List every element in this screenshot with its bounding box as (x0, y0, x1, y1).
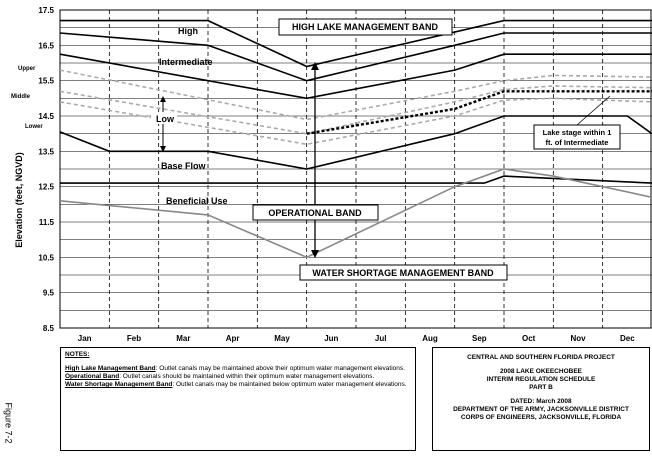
title-block: CENTRAL AND SOUTHERN FLORIDA PROJECT 200… (432, 347, 650, 451)
title-line-5: DATED: March 2008 (510, 398, 572, 405)
x-tick-label: Feb (127, 334, 141, 343)
y-tick-label: 12.5 (38, 183, 54, 192)
series-line (59, 32, 652, 82)
beneficial-use-label: Beneficial Use (166, 196, 228, 206)
y-tick-label: 9.5 (43, 289, 55, 298)
water-shortage-arrow-up-head (311, 62, 319, 70)
x-tick-label: Jan (78, 334, 92, 343)
x-tick-label: Aug (422, 334, 438, 343)
operational-band-box (252, 204, 379, 221)
note-operational-text: : Outlet canals should be maintained wit… (119, 373, 375, 380)
x-tick-label: Oct (522, 334, 536, 343)
series-line (59, 115, 652, 170)
figure-label: Figure 7-2 (3, 402, 14, 444)
y-tick-label: 8.5 (43, 324, 55, 333)
water-shortage-band-box (299, 264, 508, 281)
chart-series (59, 19, 652, 259)
high-band-label: HIGH LAKE MANAGEMENT BAND (292, 22, 438, 32)
y-tick-label: 11.5 (39, 218, 55, 227)
lake-stage-box (533, 124, 621, 150)
high-band-box (278, 18, 453, 36)
notes-heading: NOTES: (65, 351, 90, 358)
upper-label: Upper (18, 66, 36, 72)
series-line (59, 53, 652, 100)
note-high-key: High Lake Management Band (65, 365, 156, 372)
title-line-3: INTERIM REGULATION SCHEDULE (486, 376, 596, 383)
y-tick-label: 14.5 (38, 112, 54, 121)
x-tick-label: Dec (620, 334, 635, 343)
x-tick-label: Jun (324, 334, 338, 343)
series-line (306, 90, 652, 135)
x-tick-label: Sep (472, 334, 487, 343)
note-operational: Operational Band: Outlet canals should b… (65, 373, 411, 381)
y-tick-label: 15.5 (38, 77, 54, 86)
note-water-shortage: Water Shortage Management Band: Outlet c… (65, 381, 411, 389)
operational-band-label: OPERATIONAL BAND (268, 208, 362, 218)
lake-stage-label-line1: Lake stage within 1 (543, 128, 612, 137)
high-label: High (178, 26, 198, 36)
notes-box: NOTES: High Lake Management Band: Outlet… (60, 347, 416, 451)
low-arrow-down-head (160, 146, 166, 152)
y-tick-label: 17.5 (38, 6, 54, 15)
series-line (59, 69, 652, 121)
x-tick-label: Nov (570, 334, 586, 343)
low-label-bg (151, 112, 177, 124)
title-line-2: 2008 LAKE OKEECHOBEE (500, 368, 582, 375)
series-line (59, 97, 652, 146)
regulation-schedule-chart: High Intermediate Low Base Flow Benefici… (11, 6, 652, 343)
low-arrow-up-head (160, 96, 166, 102)
water-shortage-arrow-down-head (311, 250, 319, 258)
x-tick-labels: Jan Feb Mar Apr May Jun Jul Aug Sep Oct Nov Dec (78, 334, 635, 343)
series-line (59, 85, 652, 135)
figure-label-wrap: Figure 7-2 (2, 400, 22, 450)
intermediate-label: Intermediate (159, 57, 213, 67)
low-label: Low (156, 114, 175, 124)
lake-stage-pointer (576, 95, 611, 126)
y-tick-labels: 17.5 16.5 15.5 14.5 13.5 12.5 11.5 10.5 9.5 8.5 (38, 6, 54, 333)
series-line (59, 168, 652, 259)
base-flow-label: Base Flow (161, 161, 207, 171)
note-water-shortage-key: Water Shortage Management Band (65, 381, 173, 388)
y-tick-label: 10.5 (38, 253, 54, 262)
y-tick-label: 13.5 (38, 147, 54, 156)
y-axis-label: Elevation (feet, NGVD) (14, 152, 24, 248)
series-line (60, 175, 652, 184)
lake-stage-label-line2: ft. of Intermediate (546, 138, 609, 147)
title-line-4: PART B (529, 384, 553, 391)
title-line-6: DEPARTMENT OF THE ARMY, JACKSONVILLE DIS… (453, 406, 629, 413)
x-tick-label: Apr (226, 334, 240, 343)
note-high-text: : Outlet canals may be maintained above … (155, 365, 405, 372)
series-line (60, 19, 652, 68)
y-tick-label: 16.5 (38, 41, 54, 50)
note-water-shortage-text: : Outlet canals may be maintained below … (172, 381, 407, 388)
middle-label: Middle (11, 94, 31, 100)
x-tick-label: May (274, 334, 290, 343)
note-high: High Lake Management Band: Outlet canals… (65, 365, 411, 373)
title-line-1: CENTRAL AND SOUTHERN FLORIDA PROJECT (467, 354, 615, 361)
x-tick-label: Jul (375, 334, 387, 343)
water-shortage-band-label: WATER SHORTAGE MANAGEMENT BAND (312, 268, 494, 278)
note-operational-key: Operational Band (65, 373, 120, 380)
title-line-7: CORPS OF ENGINEERS, JACKSONVILLE, FLORID… (460, 414, 622, 421)
x-tick-label: Mar (176, 334, 190, 343)
lower-label: Lower (25, 124, 43, 130)
chart-annotations: High Intermediate Low Base Flow Benefici… (11, 18, 621, 281)
